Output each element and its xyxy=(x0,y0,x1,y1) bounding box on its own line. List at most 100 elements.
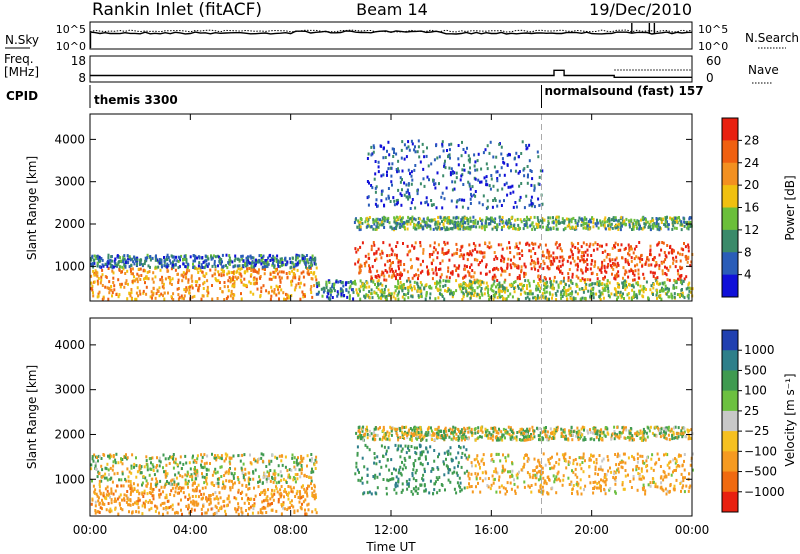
scatter-cell xyxy=(600,266,603,270)
scatter-cell xyxy=(191,279,194,283)
scatter-cell xyxy=(175,511,178,515)
scatter-cell xyxy=(422,150,425,154)
scatter-cell xyxy=(399,263,402,267)
scatter-cell xyxy=(374,258,376,262)
scatter-cell xyxy=(201,486,204,490)
scatter-cell xyxy=(687,224,690,228)
scatter-cell xyxy=(265,480,268,484)
scatter-cell xyxy=(172,260,174,264)
scatter-cell xyxy=(606,282,608,286)
scatter-cell xyxy=(530,202,533,205)
scatter-cell xyxy=(160,261,163,265)
scatter-cell xyxy=(453,466,456,470)
scatter-cell xyxy=(218,506,221,510)
scatter-cell xyxy=(278,454,281,458)
scatter-cell xyxy=(312,470,315,474)
scatter-cell xyxy=(480,180,483,184)
scatter-cell xyxy=(225,297,228,300)
scatter-cell xyxy=(454,180,457,184)
scatter-cell xyxy=(395,256,398,260)
scatter-cell xyxy=(117,461,120,465)
scatter-cell xyxy=(107,261,110,265)
scatter-cell xyxy=(609,264,612,268)
scatter-cell xyxy=(211,297,214,301)
scatter-cell xyxy=(510,266,513,270)
scatter-cell xyxy=(272,472,275,476)
scatter-cell xyxy=(290,283,293,287)
scatter-cell xyxy=(539,278,542,282)
scatter-cell xyxy=(664,258,667,262)
scatter-cell xyxy=(451,270,454,274)
scatter-cell xyxy=(406,482,409,486)
scatter-cell xyxy=(490,219,493,223)
scatter-cell xyxy=(131,297,133,301)
scatter-cell xyxy=(574,219,577,222)
scatter-cell xyxy=(215,481,218,485)
scatter-cell xyxy=(142,291,145,295)
scatter-cell xyxy=(249,461,252,465)
scatter-cell xyxy=(400,156,403,160)
scatter-cell xyxy=(449,446,452,450)
scatter-cell xyxy=(100,457,103,460)
scatter-cell xyxy=(463,163,465,167)
freq-right-tick-bottom: 0 xyxy=(706,71,714,85)
scatter-cell xyxy=(253,504,256,508)
scatter-cell xyxy=(406,270,409,274)
scatter-cell xyxy=(403,221,406,225)
scatter-cell xyxy=(605,270,608,274)
scatter-cell xyxy=(239,267,242,271)
scatter-cell xyxy=(410,266,413,270)
scatter-cell xyxy=(433,246,436,250)
scatter-cell xyxy=(297,462,300,466)
scatter-cell xyxy=(181,296,184,300)
scatter-cell xyxy=(280,276,283,280)
scatter-cell xyxy=(121,470,124,474)
noise-sky-line xyxy=(89,23,693,48)
scatter-cell xyxy=(403,463,406,467)
scatter-cell xyxy=(393,203,396,207)
scatter-cell xyxy=(125,494,128,498)
scatter-cell xyxy=(376,280,379,284)
scatter-cell xyxy=(164,472,167,476)
scatter-cell xyxy=(576,292,579,296)
scatter-cell xyxy=(281,259,284,262)
scatter-cell xyxy=(135,291,138,295)
scatter-cell xyxy=(278,275,281,279)
scatter-cell xyxy=(433,182,436,186)
scatter-cell xyxy=(349,280,352,284)
scatter-cell xyxy=(485,219,487,223)
scatter-cell xyxy=(144,281,146,285)
scatter-cell xyxy=(519,195,522,199)
scatter-cell xyxy=(404,286,407,290)
scatter-cell xyxy=(508,246,511,250)
scatter-cell xyxy=(330,289,333,292)
scatter-cell xyxy=(457,266,460,270)
scatter-cell xyxy=(506,153,509,157)
scatter-cell xyxy=(201,512,203,516)
scatter-cell xyxy=(483,255,486,259)
scatter-cell xyxy=(216,254,219,258)
scatter-cell xyxy=(182,275,185,279)
scatter-cell xyxy=(110,490,113,494)
scatter-cell xyxy=(112,271,115,275)
scatter-cell xyxy=(376,217,379,221)
scatter-cell xyxy=(486,217,489,221)
scatter-cell xyxy=(282,270,285,274)
scatter-cell xyxy=(457,461,460,465)
scatter-cell xyxy=(275,509,278,513)
scatter-cell xyxy=(601,244,603,248)
scatter-cell xyxy=(566,224,569,228)
scatter-cell xyxy=(646,256,649,259)
scatter-cell xyxy=(632,251,635,255)
scatter-cell xyxy=(508,241,511,245)
scatter-cell xyxy=(120,259,123,263)
scatter-cell xyxy=(512,205,515,209)
scatter-cell xyxy=(552,216,554,220)
scatter-cell xyxy=(372,144,375,148)
scatter-cell xyxy=(169,281,172,285)
scatter-cell xyxy=(442,284,445,288)
scatter-cell xyxy=(258,268,260,272)
scatter-cell xyxy=(150,485,152,489)
scatter-cell xyxy=(173,483,176,486)
scatter-cell xyxy=(357,293,360,297)
